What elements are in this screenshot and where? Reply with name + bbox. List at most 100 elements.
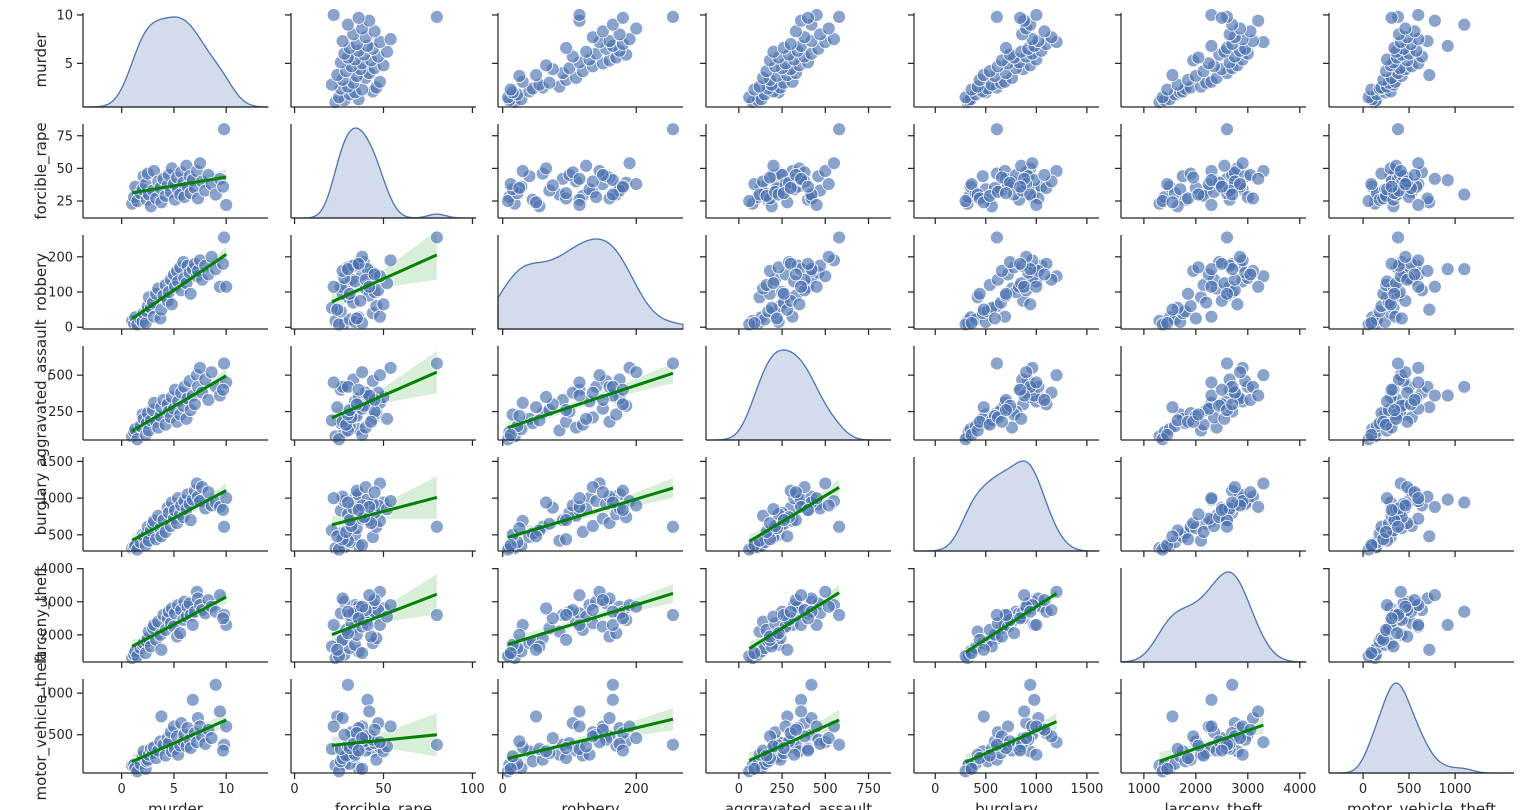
scatter-point — [1440, 618, 1455, 632]
scatter-point — [1251, 704, 1266, 719]
scatter-point — [1422, 642, 1437, 657]
scatter-point — [335, 711, 350, 725]
scatter-point — [1440, 173, 1455, 188]
scatter-point — [208, 677, 223, 692]
scatter-point — [173, 626, 188, 641]
kde-curve-aggravated_assault — [706, 349, 891, 441]
scatter-point — [1411, 375, 1426, 390]
scatter-point — [512, 69, 527, 83]
scatter-point — [1391, 122, 1405, 137]
scatter-point — [1029, 618, 1044, 632]
panel-aggravated_assault-vs-forcible_rape — [285, 346, 476, 447]
scatter-point — [1407, 267, 1422, 282]
scatter-point — [1220, 230, 1234, 245]
scatter-point — [1214, 256, 1229, 271]
scatter-point — [572, 388, 587, 403]
scatter-point — [1013, 256, 1028, 271]
panel-forcible_rape-vs-aggravated_assault — [700, 122, 891, 224]
scatter-point — [615, 611, 630, 626]
panel-robbery-vs-burglary — [908, 230, 1099, 335]
scatter-point — [204, 731, 219, 745]
regression-line — [331, 253, 438, 304]
panel-robbery-vs-forcible_rape — [285, 230, 476, 335]
scatter-point — [605, 17, 620, 32]
scatter-point — [1220, 519, 1234, 534]
x-axis-label-robbery: robbery — [561, 800, 619, 810]
x-tick-label: 1000 — [1439, 782, 1472, 797]
scatter-point — [572, 491, 587, 506]
scatter-point — [429, 230, 444, 245]
scatter-point — [529, 642, 543, 657]
scatter-point — [1233, 177, 1247, 191]
panel-aggravated_assault-vs-larceny_theft — [1115, 346, 1306, 447]
scatter-point — [1407, 168, 1422, 182]
scatter-point — [353, 293, 368, 308]
scatter-point — [364, 629, 378, 644]
scatter-point — [1364, 427, 1379, 442]
panel-motor_vehicle_theft-vs-aggravated_assault: 0 250 500 750 — [700, 677, 891, 797]
scatter-point — [1427, 13, 1442, 28]
scatter-point — [217, 519, 232, 534]
panel-larceny_theft-vs-murder: 2000 3000 4000 — [40, 562, 268, 668]
scatter-point — [539, 58, 553, 73]
scatter-point — [1364, 646, 1379, 660]
scatter-point — [216, 743, 230, 758]
scatter-point — [1246, 191, 1260, 206]
scatter-point — [373, 74, 387, 89]
scatter-point — [1225, 495, 1240, 510]
panel-motor_vehicle_theft-vs-motor_vehicle_theft: 0 500 1000 — [1328, 679, 1514, 797]
x-axis-label-murder: murder — [148, 800, 204, 810]
scatter-point — [990, 230, 1004, 245]
scatter-point — [373, 368, 387, 383]
scatter-point — [429, 356, 444, 371]
scatter-point — [429, 737, 444, 752]
scatter-point — [987, 311, 1002, 326]
scatter-point — [1007, 626, 1021, 641]
x-tick-label: 5 — [170, 782, 178, 797]
scatter-point — [794, 588, 808, 603]
scatter-point — [1364, 316, 1379, 330]
y-tick-label: 75 — [56, 129, 73, 144]
scatter-point — [783, 181, 798, 195]
scatter-point — [964, 316, 979, 330]
scatter-point — [789, 722, 803, 737]
x-tick-label: 100 — [460, 782, 485, 797]
scatter-point — [219, 279, 234, 294]
scatter-point — [351, 256, 366, 271]
scatter-point — [821, 498, 836, 513]
scatter-point — [193, 360, 207, 375]
y-tick-label: 200 — [48, 250, 73, 265]
scatter-point — [1251, 279, 1266, 294]
scatter-point — [1025, 156, 1040, 171]
scatter-point — [335, 34, 350, 48]
scatter-point — [629, 177, 644, 191]
panel-murder-vs-aggravated_assault — [700, 8, 891, 113]
scatter-point — [1196, 525, 1211, 539]
panel-forcible_rape-vs-murder: 25 50 75 — [56, 122, 268, 224]
y-axis-label-motor_vehicle_theft: motor_vehicle_theft — [32, 651, 51, 800]
panel-robbery-vs-murder: 0 100 200 — [48, 230, 268, 336]
scatter-point — [832, 9, 847, 24]
scatter-point — [1457, 187, 1472, 202]
scatter-point — [1204, 309, 1219, 324]
scatter-point — [783, 37, 798, 51]
y-axis-label-larceny_theft: larceny_theft — [32, 566, 51, 664]
scatter-point — [821, 731, 836, 745]
y-axis-label-robbery: robbery — [32, 253, 50, 311]
scatter-point — [585, 174, 600, 189]
scatter-point — [539, 161, 553, 176]
scatter-point — [579, 44, 594, 59]
scatter-point — [1181, 532, 1195, 547]
scatter-point — [821, 21, 836, 36]
scatter-point — [666, 122, 680, 137]
scatter-point — [1411, 198, 1426, 212]
scatter-point — [572, 375, 587, 390]
panel-forcible_rape-vs-forcible_rape — [290, 124, 476, 224]
regression-line — [964, 592, 1058, 654]
kde-curve-forcible_rape — [291, 127, 476, 219]
scatter-point — [629, 21, 644, 36]
scatter-point — [362, 588, 377, 603]
y-tick-label: 100 — [48, 286, 73, 301]
y-axis-label-forcible_rape: forcible_rape — [32, 122, 51, 219]
scatter-point — [217, 230, 232, 245]
